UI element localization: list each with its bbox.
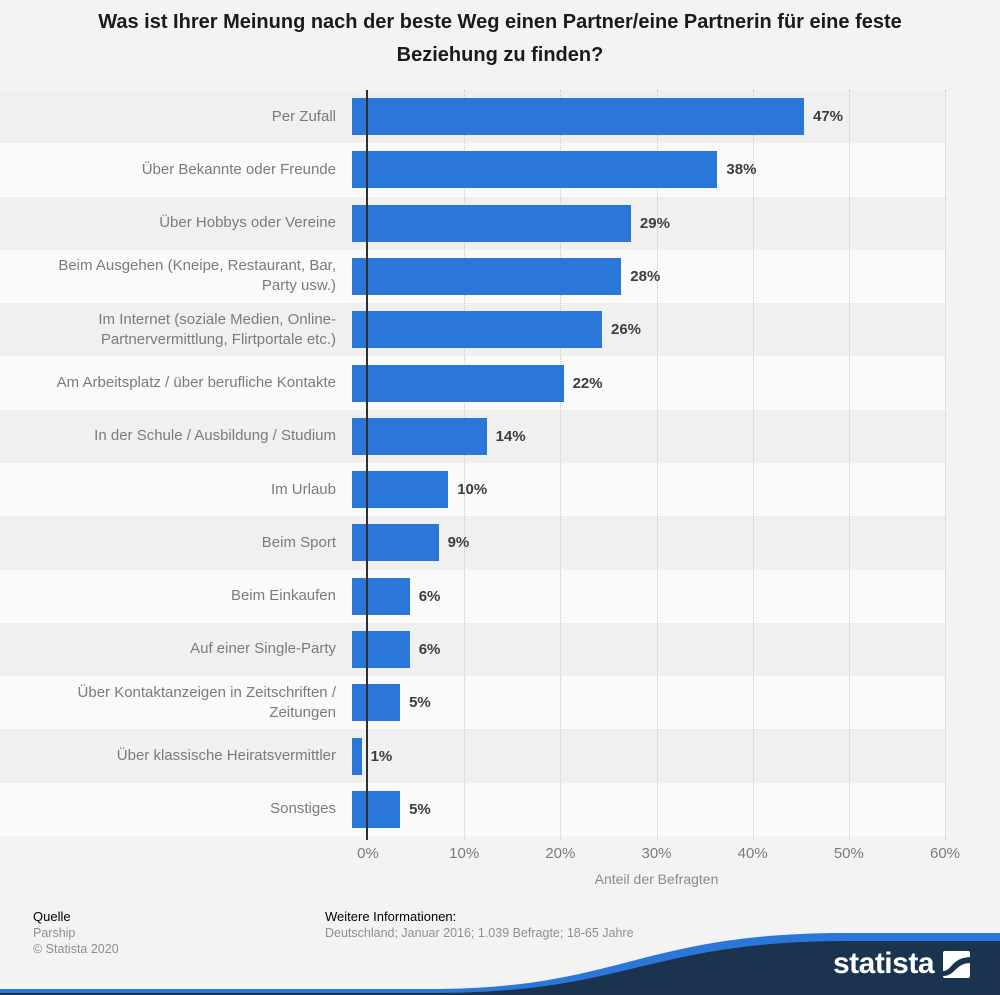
source-label: Quelle [33, 909, 71, 924]
plot-cell: 22% [352, 356, 1000, 409]
value-label: 29% [639, 214, 670, 232]
bar [352, 524, 439, 562]
plot-cell: 14% [352, 410, 1000, 463]
chart-row: Per Zufall 47% [0, 90, 1000, 144]
plot-cell: 1% [352, 729, 1000, 782]
info-label: Weitere Informationen: [325, 909, 457, 924]
x-tick-label: 0% [357, 845, 379, 862]
value-label: 5% [409, 694, 431, 712]
bar [352, 577, 410, 615]
info-block: Weitere Informationen: Deutschland; Janu… [325, 909, 634, 941]
plot-cell: 6% [352, 570, 1000, 623]
value-label: 38% [726, 161, 757, 179]
value-label: 26% [611, 321, 642, 339]
value-label: 10% [457, 481, 488, 499]
y-axis-line [366, 90, 368, 840]
chart-row: Beim Sport 9% [0, 516, 1000, 570]
plot-cell: 5% [352, 676, 1000, 729]
source-block: Quelle Parship © Statista 2020 [33, 909, 119, 957]
category-label: Sonstiges [270, 800, 336, 818]
plot-cell: 26% [352, 303, 1000, 356]
bar [352, 311, 602, 349]
bar [352, 151, 718, 189]
bar [352, 98, 804, 136]
bar [352, 364, 564, 402]
plot-cell: 28% [352, 250, 1000, 303]
bar [352, 630, 410, 668]
category-label: Auf einer Single-Party [190, 640, 336, 658]
copyright: © Statista 2020 [33, 942, 119, 956]
plot-cell: 47% [352, 90, 1000, 143]
bar [352, 257, 622, 295]
chart-row: Über Hobbys oder Vereine 29% [0, 196, 1000, 251]
chart-row: Über klassische Heiratsvermittler 1% [0, 729, 1000, 783]
plot-cell: 5% [352, 783, 1000, 836]
category-label: Am Arbeitsplatz / über berufliche Kontak… [56, 374, 336, 392]
plot-cell: 29% [352, 197, 1000, 250]
info-text: Deutschland; Januar 2016; 1.039 Befragte… [325, 926, 634, 940]
category-label: Im Internet (soziale Medien, Online- Par… [98, 310, 336, 348]
chart-title: Was ist Ihrer Meinung nach der beste Weg… [98, 11, 902, 66]
x-axis-title: Anteil der Befragten [594, 871, 719, 887]
value-label: 9% [447, 534, 470, 552]
bar [352, 737, 362, 775]
value-label: 14% [495, 427, 526, 445]
x-axis-ticks: 0% 10% 20% 30% 40% 50% 60% [357, 845, 990, 863]
x-tick-label: 50% [833, 845, 864, 862]
statista-logo: statista [833, 949, 970, 979]
chart-row: Auf einer Single-Party 6% [0, 622, 1000, 677]
category-label: Beim Ausgehen (Kneipe, Restaurant, Bar, … [58, 257, 336, 295]
statista-logo-text: statista [832, 947, 935, 980]
x-tick-label: 60% [930, 845, 961, 862]
chart-row: Über Bekannte oder Freunde 38% [0, 143, 1000, 197]
bar [352, 471, 449, 509]
value-label: 22% [572, 374, 603, 392]
category-label: In der Schule / Ausbildung / Studium [94, 427, 336, 445]
chart-row: Sonstiges 5% [0, 782, 1000, 837]
category-label: Über klassische Heiratsvermittler [116, 747, 336, 765]
bar [352, 684, 401, 722]
wave-navy-band [0, 941, 1000, 995]
chart-rows: Per Zufall 47% Über Bekannte oder Freund… [0, 90, 1000, 837]
plot-cell: 10% [352, 463, 1000, 516]
bar [352, 417, 487, 455]
value-label: 1% [370, 747, 393, 765]
category-label: Über Bekannte oder Freunde [141, 160, 336, 178]
chart-row: Am Arbeitsplatz / über berufliche Kontak… [0, 356, 1000, 410]
source-name: Parship [33, 926, 76, 940]
chart-row: Im Internet (soziale Medien, Online- Par… [0, 303, 1000, 357]
category-label: Über Hobbys oder Vereine [159, 214, 336, 232]
chart-row: Im Urlaub 10% [0, 462, 1000, 517]
bar [352, 204, 631, 242]
plot-cell: 6% [352, 623, 1000, 676]
chart-row: In der Schule / Ausbildung / Studium 14% [0, 409, 1000, 464]
plot-cell: 38% [352, 143, 1000, 196]
value-label: 47% [813, 108, 844, 126]
value-label: 28% [630, 267, 661, 285]
chart-row: Beim Ausgehen (Kneipe, Restaurant, Bar, … [0, 249, 1000, 304]
value-label: 5% [409, 800, 431, 818]
category-label: Beim Sport [261, 533, 336, 551]
value-label: 6% [418, 640, 441, 658]
chart-row: Beim Einkaufen 6% [0, 569, 1000, 624]
category-label: Im Urlaub [270, 480, 336, 498]
x-tick-label: 30% [641, 845, 672, 862]
chart-row: Über Kontaktanzeigen in Zeitschriften / … [0, 676, 1000, 730]
x-tick-label: 10% [449, 845, 480, 862]
bar [352, 790, 401, 828]
x-tick-label: 40% [737, 845, 768, 862]
x-tick-label: 20% [545, 845, 576, 862]
statista-logo-icon [943, 950, 970, 978]
plot-cell: 9% [352, 516, 1000, 569]
category-label: Über Kontaktanzeigen in Zeitschriften / … [77, 683, 336, 721]
category-label: Beim Einkaufen [230, 587, 336, 605]
category-label: Per Zufall [271, 107, 336, 125]
value-label: 6% [418, 587, 441, 605]
bottom-wave [0, 933, 1000, 995]
